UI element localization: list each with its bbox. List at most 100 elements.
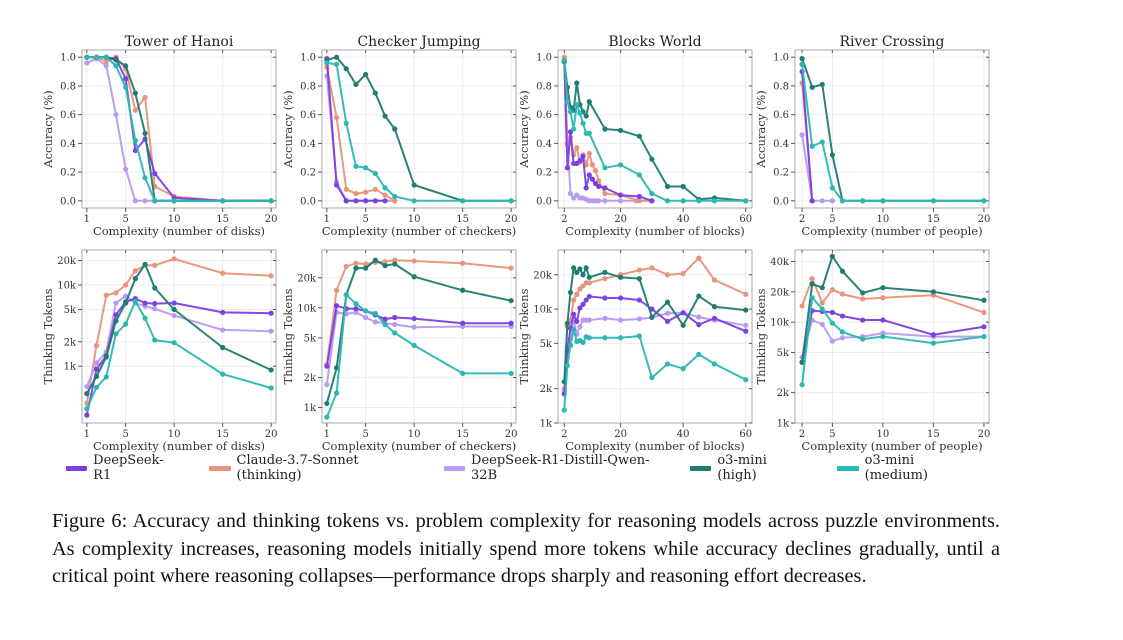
y-tick-label: 20k bbox=[770, 287, 790, 298]
y-tick-label: 0.8 bbox=[536, 81, 552, 92]
data-point bbox=[711, 198, 718, 204]
data-point bbox=[809, 198, 815, 204]
x-tick-label: 40 bbox=[677, 214, 690, 225]
data-point bbox=[93, 384, 100, 390]
data-point bbox=[580, 339, 586, 345]
data-point bbox=[142, 175, 148, 181]
legend-swatch bbox=[209, 465, 231, 471]
data-point bbox=[343, 120, 349, 126]
legend-label: o3-mini (high) bbox=[717, 453, 767, 483]
data-point bbox=[220, 270, 226, 276]
y-axis-label: Accuracy (%) bbox=[754, 90, 768, 168]
data-point bbox=[860, 296, 866, 302]
data-point bbox=[636, 316, 642, 322]
data-point bbox=[743, 291, 749, 297]
legend-swatch bbox=[443, 465, 466, 471]
series-line bbox=[326, 56, 512, 202]
data-point bbox=[508, 298, 514, 304]
y-axis-label: Accuracy (%) bbox=[41, 90, 55, 168]
data-point bbox=[586, 130, 592, 136]
data-point bbox=[564, 320, 570, 326]
data-point bbox=[460, 320, 466, 326]
data-point bbox=[574, 291, 580, 297]
y-tick-label: 1k bbox=[540, 419, 553, 430]
data-point bbox=[132, 107, 138, 113]
plot-frame bbox=[794, 249, 990, 424]
data-point bbox=[649, 191, 655, 197]
x-tick-label: 5 bbox=[829, 214, 835, 225]
y-tick-label: 5k bbox=[540, 339, 553, 350]
data-point bbox=[324, 381, 330, 388]
series-o3high bbox=[561, 58, 749, 204]
data-point bbox=[567, 109, 574, 115]
x-tick-label: 20 bbox=[505, 214, 518, 225]
x-tick-label: 15 bbox=[456, 429, 469, 440]
data-point bbox=[353, 198, 359, 204]
series-distill bbox=[84, 56, 274, 204]
x-tick-label: 20 bbox=[505, 429, 518, 440]
y-tick-label: 10k bbox=[57, 281, 77, 292]
data-point bbox=[664, 272, 671, 278]
data-point bbox=[829, 253, 835, 259]
data-point bbox=[392, 321, 398, 328]
data-point bbox=[809, 276, 815, 282]
y-tick-label: 20k bbox=[297, 273, 317, 284]
data-point bbox=[220, 327, 226, 333]
data-point bbox=[981, 198, 987, 204]
data-point bbox=[333, 114, 340, 121]
plot-frame bbox=[557, 49, 753, 209]
y-tick-label: 0.2 bbox=[300, 168, 316, 179]
data-point bbox=[372, 257, 378, 263]
legend-label: o3-mini (medium) bbox=[864, 453, 928, 483]
x-axis-label: Complexity (number of checkers) bbox=[322, 224, 517, 238]
y-axis-label: Thinking Tokens bbox=[754, 288, 768, 384]
plot-frame bbox=[81, 49, 277, 209]
data-point bbox=[372, 319, 378, 325]
data-point bbox=[123, 63, 129, 69]
x-tick-label: 15 bbox=[456, 214, 469, 225]
data-point bbox=[580, 153, 586, 159]
data-point bbox=[152, 170, 158, 177]
x-tick-label: 5 bbox=[362, 429, 368, 440]
y-tick-label: 5k bbox=[304, 333, 317, 344]
legend-label: DeepSeek-R1 bbox=[93, 453, 164, 483]
data-point bbox=[460, 370, 466, 377]
data-point bbox=[142, 315, 148, 321]
data-point bbox=[829, 320, 835, 326]
x-tick-label: 40 bbox=[677, 429, 690, 440]
y-tick-label: 0.2 bbox=[60, 168, 76, 179]
data-point bbox=[268, 328, 274, 334]
data-point bbox=[880, 198, 886, 204]
data-point bbox=[142, 300, 148, 306]
data-point bbox=[839, 335, 846, 341]
series-line bbox=[563, 328, 747, 411]
data-point bbox=[577, 266, 583, 272]
y-tick-label: 1k bbox=[777, 419, 790, 430]
y-tick-label: 1.0 bbox=[60, 53, 76, 64]
data-point bbox=[333, 182, 340, 188]
data-point bbox=[103, 354, 109, 360]
data-point bbox=[596, 198, 602, 204]
data-point bbox=[649, 156, 655, 162]
y-axis-label: Accuracy (%) bbox=[517, 90, 531, 168]
chart-title: Blocks World bbox=[608, 34, 701, 50]
data-point bbox=[577, 110, 583, 116]
y-tick-label: 0.0 bbox=[773, 196, 789, 207]
data-point bbox=[324, 60, 330, 66]
data-point bbox=[382, 113, 388, 119]
y-tick-label: 0.6 bbox=[773, 110, 789, 121]
data-point bbox=[711, 277, 718, 283]
data-point bbox=[636, 193, 642, 200]
series-o3med bbox=[561, 327, 749, 413]
data-point bbox=[680, 366, 686, 372]
y-tick-label: 10k bbox=[770, 318, 790, 329]
x-tick-label: 10 bbox=[877, 429, 890, 440]
data-point bbox=[372, 198, 378, 204]
series-line bbox=[801, 255, 985, 363]
data-point bbox=[602, 198, 608, 204]
data-point bbox=[577, 324, 583, 330]
data-point bbox=[113, 312, 119, 318]
data-point bbox=[508, 265, 514, 271]
data-point bbox=[411, 182, 417, 188]
data-point bbox=[382, 259, 388, 265]
